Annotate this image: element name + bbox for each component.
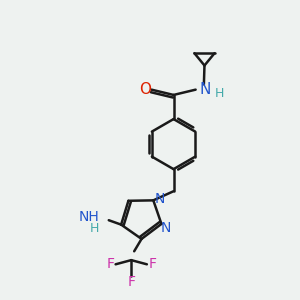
Text: F: F bbox=[106, 257, 114, 271]
Text: H: H bbox=[215, 87, 224, 100]
Text: N: N bbox=[200, 82, 211, 97]
Text: N: N bbox=[161, 221, 171, 235]
Text: F: F bbox=[127, 275, 135, 289]
Text: N: N bbox=[154, 192, 165, 206]
Text: NH: NH bbox=[78, 210, 99, 224]
Text: H: H bbox=[90, 222, 99, 235]
Text: F: F bbox=[148, 257, 156, 271]
Text: O: O bbox=[139, 82, 151, 97]
